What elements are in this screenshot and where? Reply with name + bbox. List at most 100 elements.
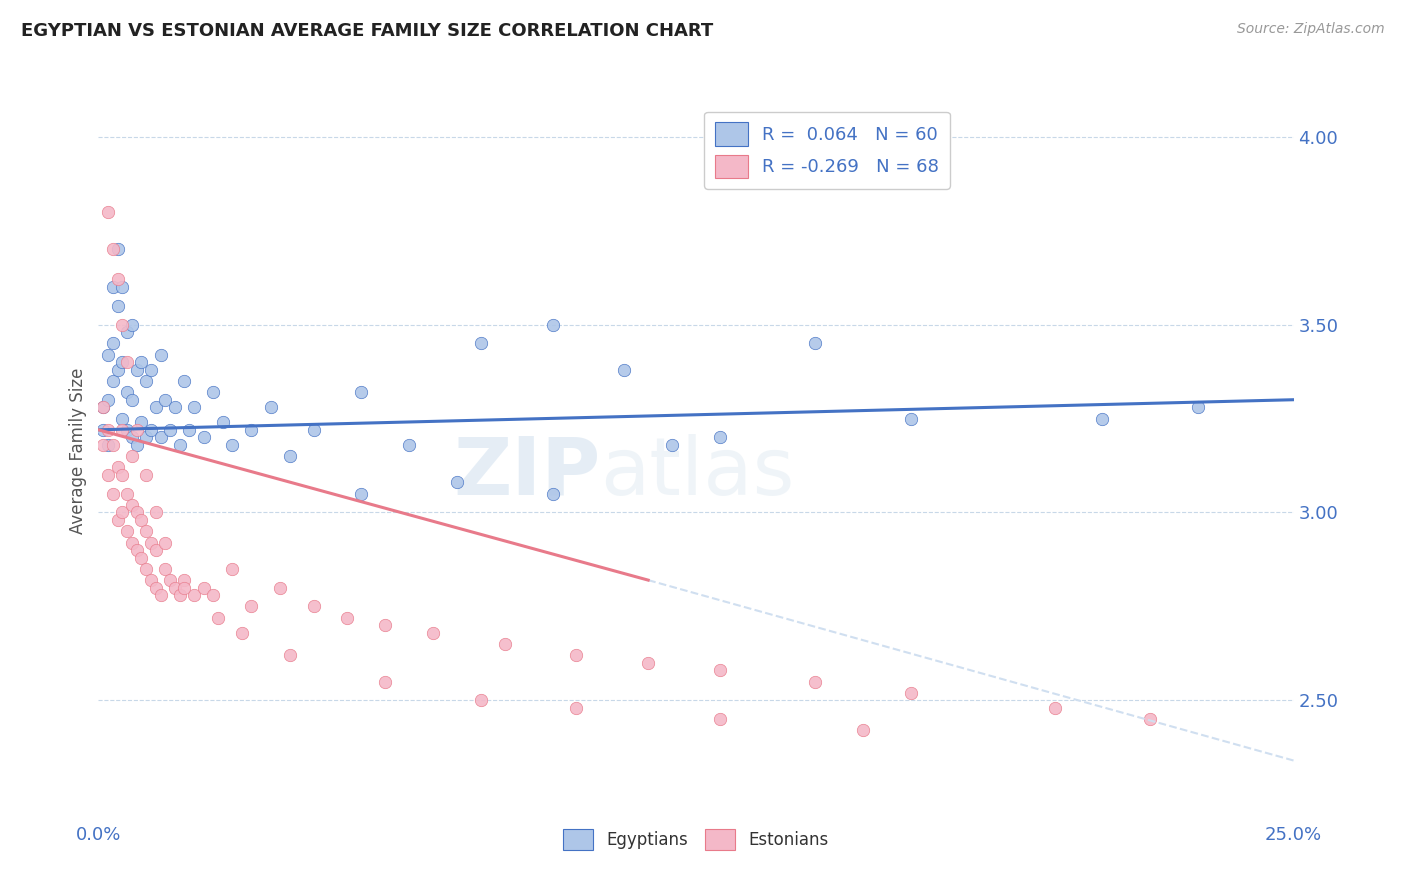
Point xyxy=(111,355,134,369)
Point xyxy=(470,693,492,707)
Point xyxy=(97,467,120,482)
Point xyxy=(111,411,134,425)
Point xyxy=(111,280,134,294)
Point xyxy=(173,374,195,388)
Point xyxy=(207,610,229,624)
Point xyxy=(565,701,588,715)
Point xyxy=(121,392,143,407)
Point xyxy=(302,599,325,614)
Point xyxy=(159,423,181,437)
Point xyxy=(145,506,167,520)
Point xyxy=(131,415,153,429)
Point xyxy=(91,401,114,415)
Text: EGYPTIAN VS ESTONIAN AVERAGE FAMILY SIZE CORRELATION CHART: EGYPTIAN VS ESTONIAN AVERAGE FAMILY SIZE… xyxy=(21,22,713,40)
Point xyxy=(101,336,124,351)
Point xyxy=(91,438,114,452)
Point xyxy=(97,423,120,437)
Point xyxy=(470,336,492,351)
Point xyxy=(125,423,148,437)
Point xyxy=(131,550,153,565)
Point xyxy=(139,423,162,437)
Point xyxy=(173,581,195,595)
Point xyxy=(1043,701,1066,715)
Point xyxy=(111,506,134,520)
Point xyxy=(804,674,827,689)
Point xyxy=(97,348,120,362)
Point xyxy=(111,423,134,437)
Point xyxy=(221,438,243,452)
Point xyxy=(804,336,827,351)
Point xyxy=(374,674,396,689)
Point xyxy=(131,513,153,527)
Text: atlas: atlas xyxy=(600,434,794,512)
Point xyxy=(1139,712,1161,726)
Point xyxy=(101,374,124,388)
Point xyxy=(155,392,177,407)
Point xyxy=(350,486,373,500)
Point xyxy=(145,401,167,415)
Point xyxy=(107,513,129,527)
Point xyxy=(211,415,233,429)
Point xyxy=(101,243,124,257)
Point xyxy=(115,325,138,339)
Point xyxy=(350,385,373,400)
Legend: Egyptians, Estonians: Egyptians, Estonians xyxy=(557,822,835,856)
Point xyxy=(97,392,120,407)
Point xyxy=(221,562,243,576)
Point xyxy=(1091,411,1114,425)
Point xyxy=(422,625,444,640)
Point xyxy=(163,581,186,595)
Point xyxy=(111,318,134,332)
Point xyxy=(494,637,516,651)
Point xyxy=(121,449,143,463)
Point xyxy=(97,204,120,219)
Point xyxy=(139,573,162,587)
Point xyxy=(135,374,157,388)
Point xyxy=(336,610,359,624)
Point xyxy=(121,430,143,444)
Point xyxy=(240,599,263,614)
Point xyxy=(131,355,153,369)
Point xyxy=(173,573,195,587)
Point xyxy=(145,581,167,595)
Point xyxy=(183,401,205,415)
Point xyxy=(661,438,683,452)
Point xyxy=(111,467,134,482)
Point xyxy=(565,648,588,663)
Point xyxy=(101,486,124,500)
Point xyxy=(163,401,186,415)
Point xyxy=(139,362,162,376)
Point xyxy=(155,562,177,576)
Point xyxy=(101,280,124,294)
Point xyxy=(169,588,191,602)
Point xyxy=(302,423,325,437)
Point xyxy=(278,648,301,663)
Point xyxy=(135,430,157,444)
Point xyxy=(107,299,129,313)
Point xyxy=(121,535,143,549)
Point xyxy=(159,573,181,587)
Point xyxy=(149,430,172,444)
Point xyxy=(149,348,172,362)
Point xyxy=(709,663,731,677)
Point xyxy=(374,618,396,632)
Point xyxy=(900,411,922,425)
Point xyxy=(149,588,172,602)
Point xyxy=(107,243,129,257)
Point xyxy=(278,449,301,463)
Point xyxy=(91,401,114,415)
Point xyxy=(541,318,564,332)
Point xyxy=(709,430,731,444)
Point xyxy=(115,486,138,500)
Point xyxy=(135,524,157,539)
Point xyxy=(183,588,205,602)
Point xyxy=(139,535,162,549)
Point xyxy=(107,362,129,376)
Point xyxy=(231,625,253,640)
Point xyxy=(446,475,468,490)
Point xyxy=(398,438,420,452)
Point xyxy=(115,385,138,400)
Point xyxy=(240,423,263,437)
Point xyxy=(541,486,564,500)
Point xyxy=(269,581,291,595)
